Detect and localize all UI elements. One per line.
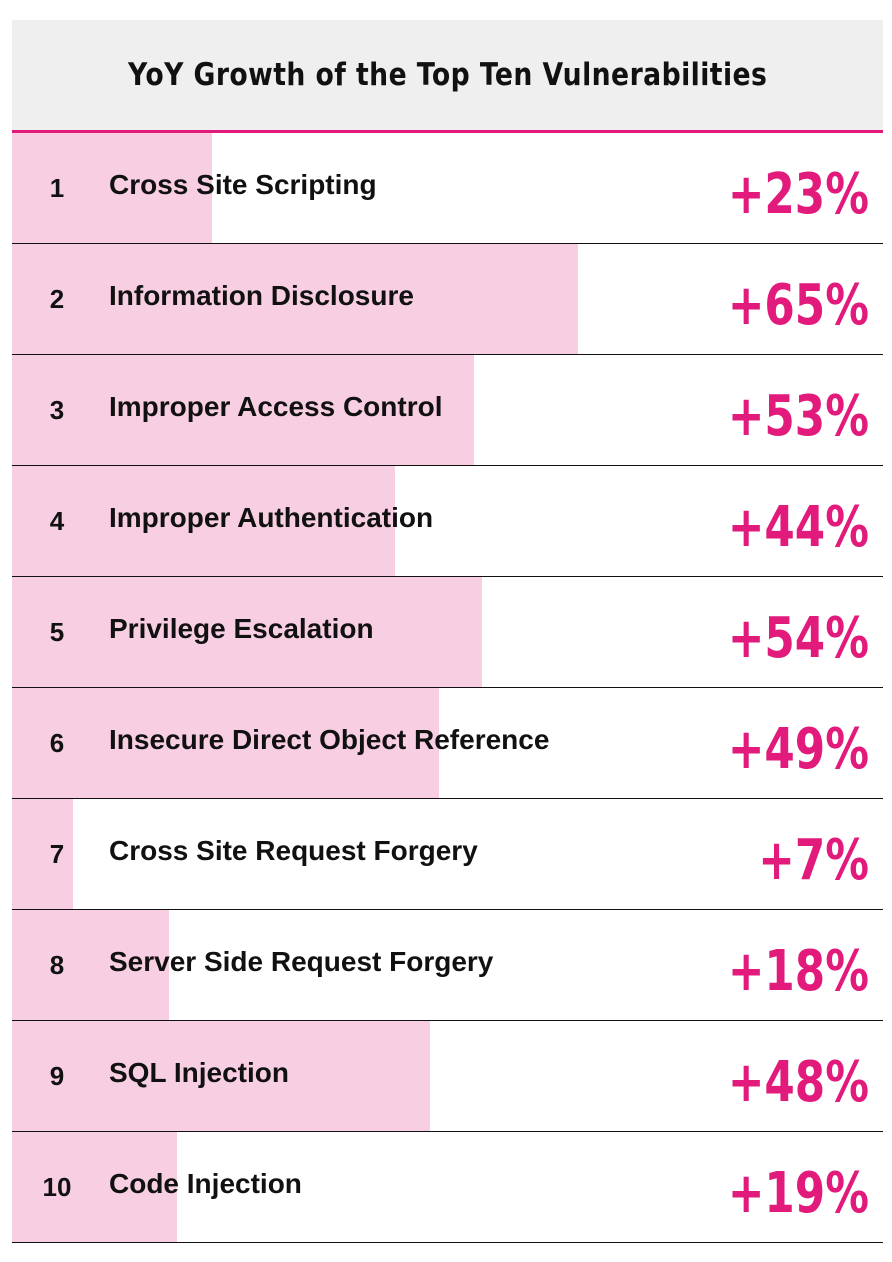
growth-value-label: +7% <box>758 828 869 893</box>
chart-row: 10 Code Injection +19% <box>12 1132 883 1243</box>
growth-value-label: +49% <box>727 717 869 782</box>
growth-value-label: +19% <box>727 1161 869 1226</box>
chart-title: YoY Growth of the Top Ten Vulnerabilitie… <box>127 57 768 93</box>
vulnerability-name: Cross Site Scripting <box>109 169 377 200</box>
growth-bar <box>12 133 213 243</box>
vulnerability-name: Information Disclosure <box>109 280 414 311</box>
chart-header: YoY Growth of the Top Ten Vulnerabilitie… <box>12 20 883 133</box>
chart-row: 8 Server Side Request Forgery +18% <box>12 910 883 1021</box>
rank-number: 1 <box>49 173 65 203</box>
chart-row: 2 Information Disclosure +65% <box>12 244 883 355</box>
rank-number: 8 <box>49 950 65 980</box>
growth-bar <box>12 466 396 576</box>
rank-number: 9 <box>49 1061 65 1091</box>
growth-value-label: +44% <box>727 495 869 560</box>
growth-bar <box>12 688 439 798</box>
growth-bar <box>12 1021 431 1131</box>
growth-bar <box>12 799 73 909</box>
growth-value-label: +23% <box>727 162 869 227</box>
growth-value-label: +65% <box>727 273 869 338</box>
growth-bar <box>12 1132 178 1242</box>
growth-bar <box>12 577 483 687</box>
vulnerability-name: SQL Injection <box>109 1057 289 1088</box>
growth-bar <box>12 910 169 1020</box>
rank-number: 4 <box>49 506 65 536</box>
growth-value-label: +48% <box>727 1050 869 1115</box>
rank-number: 5 <box>49 617 65 647</box>
growth-value-label: +54% <box>727 606 869 671</box>
rank-number: 3 <box>49 395 65 425</box>
chart-rows: 1 Cross Site Scripting +23% 2 Information Di… <box>12 133 883 1243</box>
vulnerability-name: Privilege Escalation <box>109 613 374 644</box>
chart-row: 7 Cross Site Request Forgery +7% <box>12 799 883 910</box>
vulnerability-name: Cross Site Request Forgery <box>109 835 478 866</box>
chart-row: 6 Insecure Direct Object Reference +49% <box>12 688 883 799</box>
chart-row: 5 Privilege Escalation +54% <box>12 577 883 688</box>
vulnerability-name: Improper Authentication <box>109 502 434 533</box>
growth-value-label: +53% <box>727 384 869 449</box>
rank-number: 2 <box>49 284 65 314</box>
vulnerability-name: Insecure Direct Object Reference <box>109 724 550 755</box>
chart-row: 1 Cross Site Scripting +23% <box>12 133 883 244</box>
growth-bar <box>12 244 579 354</box>
rank-number: 7 <box>49 839 65 869</box>
rank-number: 6 <box>49 728 65 758</box>
vulnerability-name: Server Side Request Forgery <box>109 946 494 977</box>
growth-bar <box>12 355 474 465</box>
vulnerability-name: Improper Access Control <box>109 391 443 422</box>
vulnerability-name: Code Injection <box>109 1168 302 1199</box>
chart-panel: YoY Growth of the Top Ten Vulnerabilitie… <box>12 20 883 1243</box>
chart-row: 3 Improper Access Control +53% <box>12 355 883 466</box>
growth-value-label: +18% <box>727 939 869 1004</box>
chart-row: 9 SQL Injection +48% <box>12 1021 883 1132</box>
rank-number: 10 <box>42 1172 72 1202</box>
chart-row: 4 Improper Authentication +44% <box>12 466 883 577</box>
